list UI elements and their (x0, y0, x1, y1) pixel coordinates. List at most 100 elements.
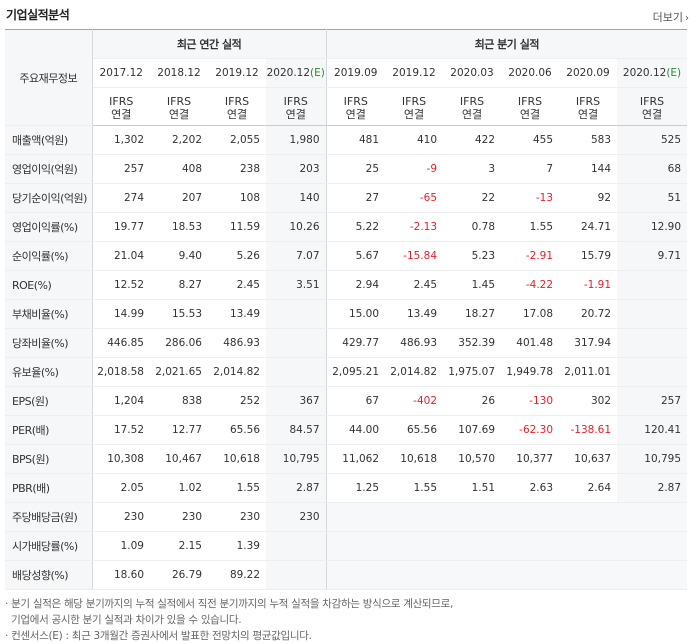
table-cell (617, 502, 688, 532)
table-cell: 15.00 (326, 299, 386, 329)
table-cell (266, 328, 327, 358)
table-row: BPS(원) 10,308 10,467 10,618 10,795 11,062 10,6… (5, 444, 688, 474)
table-cell (266, 560, 327, 590)
table-cell: 207 (150, 183, 208, 213)
table-cell: -402 (385, 386, 444, 416)
consolidated-text: 연결 (461, 108, 483, 121)
table-row: 주당배당금(원) 230 230 230 230 (5, 502, 688, 532)
table-cell: -4.22 (501, 270, 560, 300)
table-cell: 107.69 (443, 415, 502, 445)
period-text: 2020.12 (622, 67, 667, 79)
table-cell: 401.48 (501, 328, 560, 358)
table-cell: 2,055 (208, 125, 266, 155)
table-cell (617, 328, 688, 358)
ifrs-text: IFRS (224, 95, 250, 108)
table-cell: 7 (501, 154, 560, 184)
table-cell: 24.71 (559, 212, 618, 242)
table-cell: 51 (617, 183, 688, 213)
table-cell: 2,202 (150, 125, 208, 155)
table-cell (385, 502, 444, 532)
table-row: 당기순이익(억원) 274 207 108 140 27 -65 22 -13 92 51 (5, 183, 688, 213)
table-cell: 2,021.65 (150, 357, 208, 387)
table-cell: 13.49 (208, 299, 266, 329)
ifrs-text: IFRS (459, 95, 485, 108)
table-cell: 26.79 (150, 560, 208, 590)
footnotes: · 분기 실적은 해당 분기까지의 누적 실적에서 직전 분기까지의 누적 실적… (5, 596, 453, 644)
annual-group-header: 최근 연간 실적 (92, 29, 327, 59)
table-cell: -65 (385, 183, 444, 213)
table-cell: 18.53 (150, 212, 208, 242)
table-cell: 140 (266, 183, 327, 213)
table-row: EPS(원) 1,204 838 252 367 67 -402 26 -130 302 257 (5, 386, 688, 416)
table-cell: 44.00 (326, 415, 386, 445)
estimate-mark: (E) (666, 67, 682, 79)
table-cell: 481 (326, 125, 386, 155)
table-cell: 2.15 (150, 531, 208, 561)
row-label: EPS(원) (5, 386, 93, 416)
table-cell: 10,467 (150, 444, 208, 474)
table-cell: 1.25 (326, 473, 386, 503)
table-cell: 17.08 (501, 299, 560, 329)
table-cell: 92 (559, 183, 618, 213)
table-cell: 5.26 (208, 241, 266, 271)
consolidated-text: 연결 (641, 108, 663, 121)
table-cell: 20.72 (559, 299, 618, 329)
table-cell: 12.52 (92, 270, 150, 300)
table-cell: 1.55 (208, 473, 266, 503)
table-cell (559, 560, 618, 590)
table-cell: 1,980 (266, 125, 327, 155)
row-label: 유보율(%) (5, 357, 93, 387)
table-cell: 257 (92, 154, 150, 184)
ifrs-text: IFRS (575, 95, 601, 108)
table-cell: 10,308 (92, 444, 150, 474)
period-header: 2020.06 (501, 58, 560, 88)
table-row: 영업이익률(%) 19.77 18.53 11.59 10.26 5.22 -2.13 0.7… (5, 212, 688, 242)
table-cell: 65.56 (208, 415, 266, 445)
table-row: PER(배) 17.52 12.77 65.56 84.57 44.00 65.56 107.… (5, 415, 688, 445)
period-header: 2019.12 (208, 58, 266, 88)
table-cell: 486.93 (208, 328, 266, 358)
table-cell: 2,011.01 (559, 357, 618, 387)
table-cell: 2.45 (208, 270, 266, 300)
table-cell: 1.45 (443, 270, 502, 300)
table-cell: 89.22 (208, 560, 266, 590)
table-cell: -2.13 (385, 212, 444, 242)
table-cell: 67 (326, 386, 386, 416)
more-link[interactable]: 더보기 › (653, 9, 689, 25)
row-label: 시가배당률(%) (5, 531, 93, 561)
table-cell: 2,014.82 (208, 357, 266, 387)
chevron-right-icon: › (685, 13, 689, 24)
ifrs-text: IFRS (109, 95, 134, 108)
table-cell: 68 (617, 154, 688, 184)
consolidated-text: 연결 (285, 108, 306, 121)
table-cell: 446.85 (92, 328, 150, 358)
table-cell: 15.53 (150, 299, 208, 329)
table-cell (266, 357, 327, 387)
table-cell (501, 531, 560, 561)
row-label: PBR(배) (5, 473, 93, 503)
table-cell: -2.91 (501, 241, 560, 271)
accounting-standard-row: IFRS 연결 IFRS 연결 IFRS 연결 IFRS 연결 IFRS 연결 IFRS 연결 IFRS… (5, 87, 688, 126)
ifrs-label: IFRS 연결 (208, 87, 266, 126)
table-row: 영업이익(억원) 257 408 238 203 25 -9 3 7 144 68 (5, 154, 688, 184)
table-cell: 1.09 (92, 531, 150, 561)
table-cell: 11,062 (326, 444, 386, 474)
table-cell: 25 (326, 154, 386, 184)
table-cell: 2.87 (266, 473, 327, 503)
table-row: PBR(배) 2.05 1.02 1.55 2.87 1.25 1.55 1.51 2.63 2.… (5, 473, 688, 503)
consolidated-text: 연결 (168, 108, 190, 121)
table-cell: 257 (617, 386, 688, 416)
table-cell: 10,618 (385, 444, 444, 474)
table-cell: 2.64 (559, 473, 618, 503)
table-cell: 10,795 (617, 444, 688, 474)
table-cell (617, 299, 688, 329)
row-label: 순이익률(%) (5, 241, 93, 271)
table-cell: 5.22 (326, 212, 386, 242)
table-cell: -9 (385, 154, 444, 184)
estimate-mark: (E) (310, 67, 325, 79)
table-cell: -62.30 (501, 415, 560, 445)
period-header: 2020.12(E) (617, 58, 688, 88)
section-header: 기업실적분석 더보기 › (0, 0, 699, 28)
table-cell: -13 (501, 183, 560, 213)
table-cell: 1,975.07 (443, 357, 502, 387)
